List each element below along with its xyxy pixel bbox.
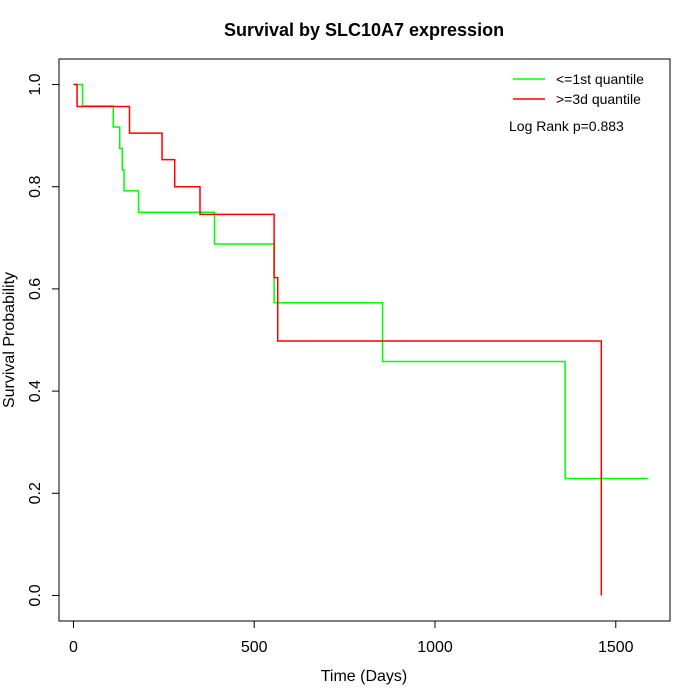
y-tick-label: 0.8 (27, 176, 44, 198)
plot-frame (58, 58, 671, 622)
y-tick-label: 0.2 (27, 482, 44, 504)
y-tick-label: 0.0 (27, 584, 44, 606)
legend-label-low: <=1st quantile (556, 71, 644, 87)
y-axis-label: Survival Probability (1, 272, 18, 408)
chart-title: Survival by SLC10A7 expression (224, 20, 504, 40)
x-axis-label: Time (Days) (321, 668, 408, 685)
survival-curve-low (73, 83, 649, 480)
series-layer (73, 83, 649, 596)
x-tick-label: 1000 (417, 639, 453, 656)
x-axis: 0 500 1000 1500 (69, 620, 634, 656)
x-tick-label: 1500 (598, 639, 634, 656)
legend: <=1st quantile >=3d quantile (513, 71, 644, 107)
x-tick-label: 500 (241, 639, 268, 656)
log-rank-annotation: Log Rank p=0.883 (509, 118, 624, 134)
y-axis: 0.0 0.2 0.4 0.6 0.8 1.0 (27, 73, 60, 607)
survival-curve-high (73, 83, 603, 596)
y-tick-label: 1.0 (27, 73, 44, 95)
x-tick-label: 0 (69, 639, 78, 656)
y-tick-label: 0.4 (27, 380, 44, 402)
y-tick-label: 0.6 (27, 278, 44, 300)
legend-label-high: >=3d quantile (556, 91, 641, 107)
